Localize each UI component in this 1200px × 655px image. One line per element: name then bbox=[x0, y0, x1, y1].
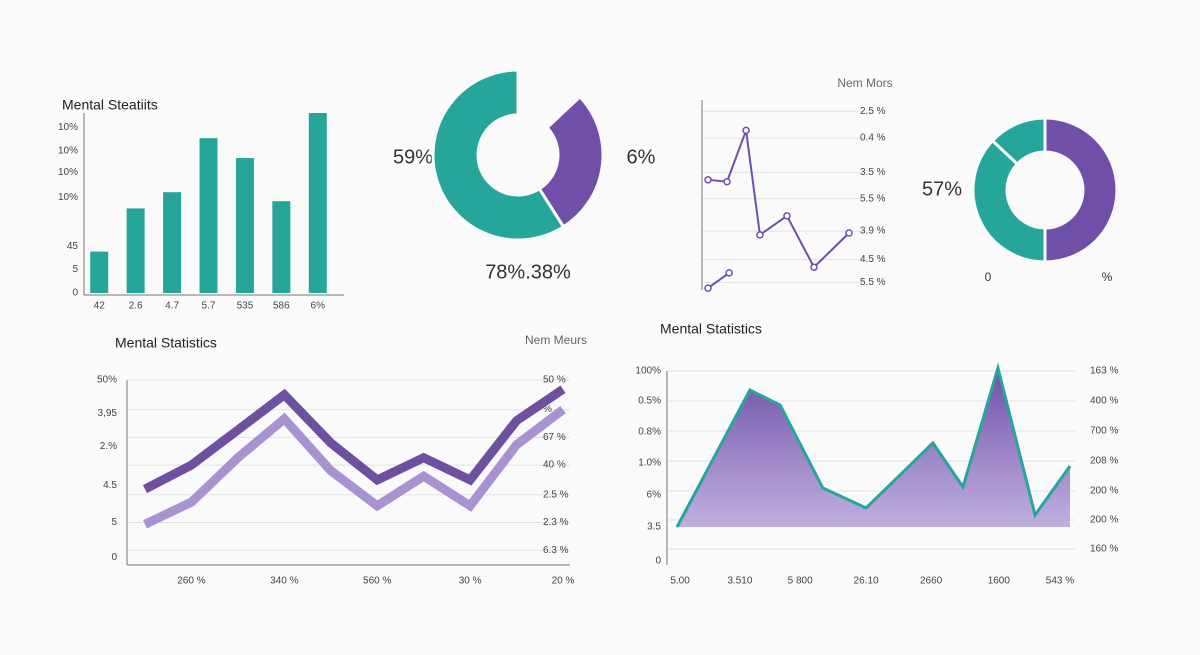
x-tick-label: 2660 bbox=[920, 576, 943, 587]
bar bbox=[90, 251, 109, 293]
bar bbox=[163, 192, 182, 293]
x-tick-label: 30 % bbox=[459, 576, 482, 587]
y2-tick-label: 208 % bbox=[1090, 456, 1118, 467]
bar bbox=[235, 158, 254, 293]
y-tick-label: 5 bbox=[111, 517, 117, 528]
x-tick-label: 5.7 bbox=[202, 301, 216, 312]
y-tick-label: 0 bbox=[655, 556, 661, 567]
y2-tick-label: 3.5 % bbox=[860, 167, 886, 178]
annotation: 57% bbox=[922, 178, 962, 200]
y2-tick-label: 3.9 % bbox=[860, 226, 886, 237]
line-point bbox=[742, 126, 750, 135]
x-tick-label: 6% bbox=[311, 301, 326, 312]
annotation: 59% bbox=[393, 146, 433, 168]
chart-subtitle: Nem Meurs bbox=[525, 333, 587, 347]
line-point bbox=[756, 231, 764, 239]
y-tick-label: 0 bbox=[72, 288, 78, 299]
x-tick-label: 560 % bbox=[363, 576, 391, 587]
y2-tick-label: 200 % bbox=[1090, 486, 1118, 497]
y-tick-label: 10% bbox=[58, 167, 78, 178]
y-tick-label: 10% bbox=[58, 145, 78, 156]
y-tick-label: 0.5% bbox=[638, 396, 661, 407]
y2-tick-label: 5.5 % bbox=[860, 277, 886, 288]
y2-tick-label: 0.4 % bbox=[860, 133, 886, 144]
line-series bbox=[707, 272, 730, 289]
x-tick-label: 2.6 bbox=[129, 301, 143, 312]
y-tick-label: 1.0% bbox=[638, 458, 661, 469]
y-tick-label: 3,95 bbox=[98, 408, 118, 419]
area-fill bbox=[677, 368, 1070, 527]
x-tick-label: 1600 bbox=[988, 576, 1011, 587]
chart-subtitle: Nem Mors bbox=[837, 76, 892, 90]
line-point bbox=[810, 263, 818, 271]
line-point bbox=[845, 229, 853, 237]
y2-tick-label: 40 % bbox=[543, 460, 566, 471]
bar bbox=[272, 201, 291, 293]
y-tick-label: 10% bbox=[58, 122, 78, 133]
y-tick-label: 4.5 bbox=[103, 480, 117, 491]
y-tick-label: 3.5 bbox=[647, 522, 661, 533]
line-point bbox=[704, 176, 712, 184]
chart-title: Mental Statistics bbox=[660, 321, 762, 337]
line-point bbox=[783, 212, 791, 220]
line-series bbox=[142, 385, 566, 494]
y-tick-label: 0.8% bbox=[638, 427, 661, 438]
x-tick-label: 42 bbox=[94, 301, 106, 312]
x-tick-label: 543 % bbox=[1046, 576, 1074, 587]
annotation: % bbox=[1102, 270, 1113, 284]
bar bbox=[308, 113, 327, 293]
y2-tick-label: 6.3 % bbox=[543, 545, 569, 556]
donut-slice bbox=[990, 116, 1047, 167]
x-tick-label: 20 % bbox=[552, 576, 575, 587]
y2-tick-label: % bbox=[543, 404, 552, 415]
x-tick-label: 3.510 bbox=[727, 576, 752, 587]
donut-slice bbox=[431, 68, 566, 242]
y-tick-label: 50% bbox=[97, 375, 117, 386]
bar bbox=[126, 208, 145, 293]
line-point bbox=[704, 284, 712, 292]
x-tick-label: 535 bbox=[237, 301, 254, 312]
x-tick-label: 5 800 bbox=[788, 576, 813, 587]
x-tick-label: 26.10 bbox=[854, 576, 879, 587]
y2-tick-label: 700 % bbox=[1090, 426, 1118, 437]
annotation: 0 bbox=[985, 270, 992, 284]
x-tick-label: 260 % bbox=[177, 576, 205, 587]
annotation: 6% bbox=[627, 146, 656, 168]
y-tick-label: 100% bbox=[635, 366, 661, 377]
chart-title: Mental Statistics bbox=[115, 335, 217, 351]
line-point bbox=[725, 269, 733, 277]
line-point bbox=[723, 177, 731, 186]
y2-tick-label: 4.5 % bbox=[860, 254, 886, 265]
y-tick-label: 45 bbox=[67, 241, 79, 252]
y2-tick-label: 163 % bbox=[1090, 366, 1118, 377]
y2-tick-label: 160 % bbox=[1090, 544, 1118, 555]
donut-slice bbox=[971, 138, 1047, 264]
x-tick-label: 586 bbox=[273, 301, 290, 312]
y2-tick-label: 50 % bbox=[543, 375, 566, 386]
y2-tick-label: 5.5 % bbox=[860, 193, 886, 204]
y2-tick-label: 2.5 % bbox=[543, 489, 569, 500]
y2-tick-label: 200 % bbox=[1090, 515, 1118, 526]
annotation: 78%.38% bbox=[485, 261, 571, 283]
y2-tick-label: 2.3 % bbox=[543, 517, 569, 528]
y-tick-label: 10% bbox=[58, 192, 78, 203]
y-tick-label: 6% bbox=[647, 490, 662, 501]
donut-slice bbox=[537, 94, 605, 229]
area-line bbox=[675, 362, 1072, 528]
y-tick-label: 0 bbox=[111, 552, 117, 563]
chart-title: Mental Steatiits bbox=[62, 97, 158, 113]
x-tick-label: 5.00 bbox=[670, 576, 690, 587]
y2-tick-label: 2.5 % bbox=[860, 106, 886, 117]
donut-slice bbox=[1043, 116, 1119, 264]
line-series bbox=[143, 406, 566, 529]
y2-tick-label: 400 % bbox=[1090, 396, 1118, 407]
y-tick-label: 2.% bbox=[100, 441, 117, 452]
x-tick-label: 4.7 bbox=[165, 301, 179, 312]
bar bbox=[199, 138, 218, 293]
y-tick-label: 5 bbox=[72, 264, 78, 275]
x-tick-label: 340 % bbox=[270, 576, 298, 587]
y2-tick-label: 67 % bbox=[543, 432, 566, 443]
